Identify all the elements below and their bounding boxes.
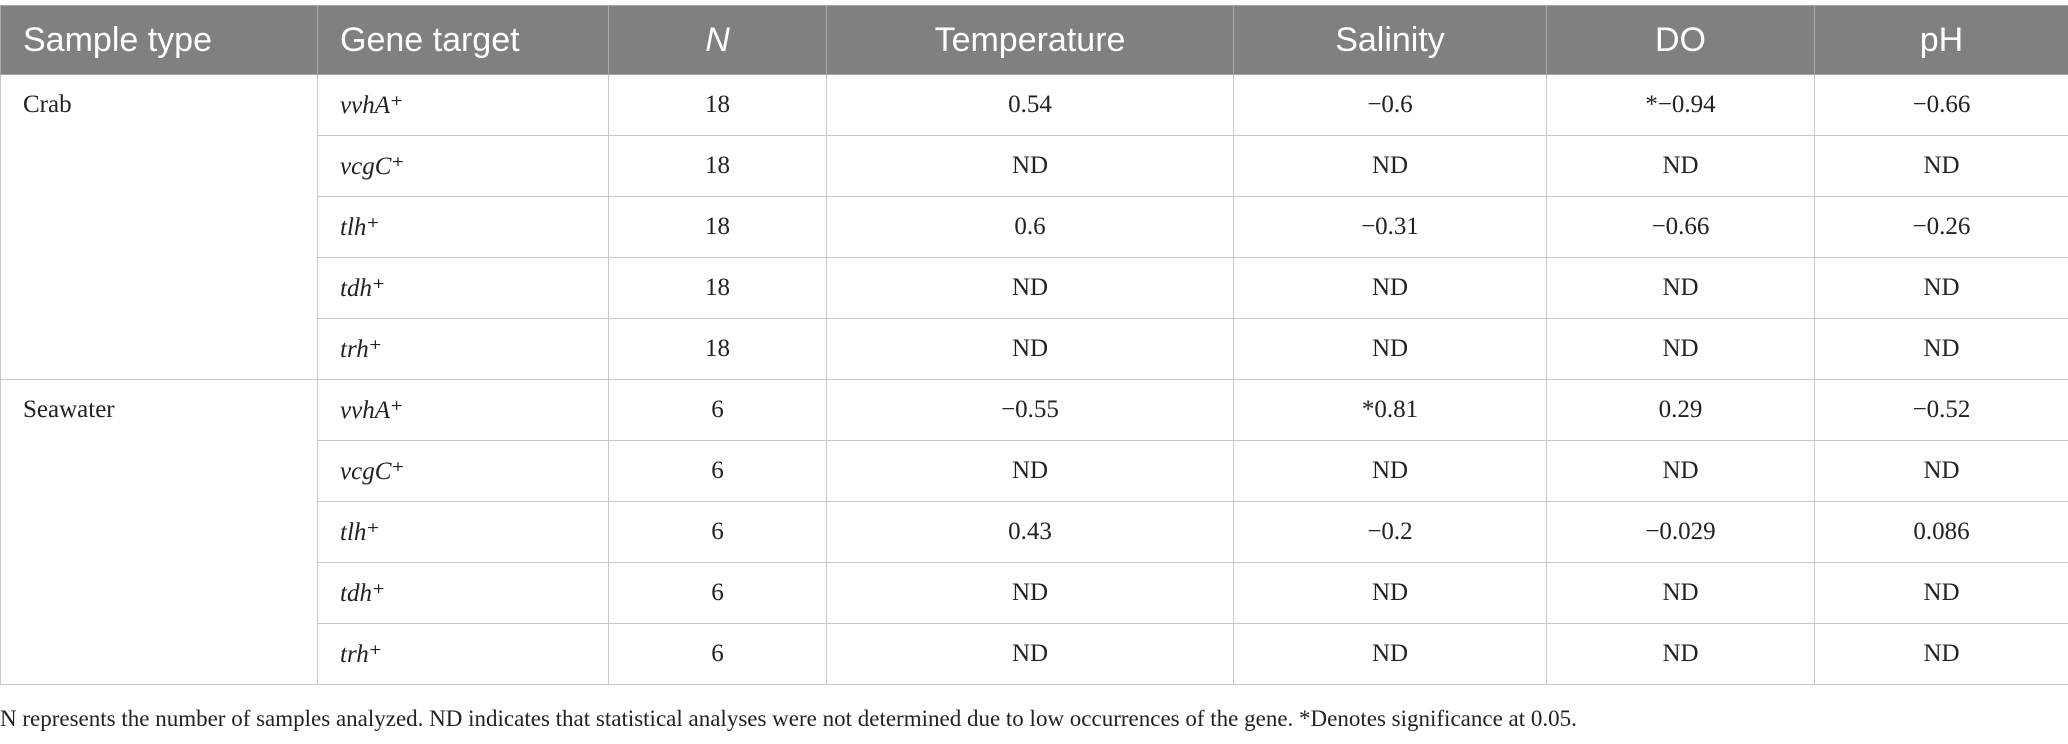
sample-type-cell: Seawater <box>0 379 318 685</box>
header-row: Sample type Gene target N Temperature Salini… <box>0 5 2068 75</box>
value-cell: 0.6 <box>826 196 1234 258</box>
table-row: Crab vvhA⁺ 18 0.54 −0.6 *−0.94 −0.66 <box>0 74 2068 380</box>
header-cell: Temperature <box>826 5 1234 75</box>
value-cell: ND <box>1814 562 2068 624</box>
data-table: Sample type Gene target N Temperature Salini… <box>0 5 2068 685</box>
gene-cell: tlh⁺ <box>317 501 609 563</box>
value-cell: 6 <box>608 562 827 624</box>
value-cell: ND <box>1233 318 1547 380</box>
value-cell: ND <box>1233 562 1547 624</box>
gene-cell: vvhA⁺ <box>317 74 609 136</box>
value-cell: ND <box>1814 257 2068 319</box>
value-cell: ND <box>1233 135 1547 197</box>
value-cell: 6 <box>608 623 827 685</box>
value-cell: ND <box>1546 257 1815 319</box>
value-cell: ND <box>1546 440 1815 502</box>
value-cell: 0.43 <box>826 501 1234 563</box>
value-cell: ND <box>1546 562 1815 624</box>
value-cell: ND <box>1233 623 1547 685</box>
table-body: Crab vvhA⁺ 18 0.54 −0.6 *−0.94 −0.66 vcgC⁺ 18 ND N… <box>0 74 2068 685</box>
value-cell: 18 <box>608 74 827 136</box>
value-cell: ND <box>1814 318 2068 380</box>
value-cell: 18 <box>608 257 827 319</box>
value-cell: ND <box>826 562 1234 624</box>
table-row: Seawater vvhA⁺ 6 −0.55 *0.81 0.29 −0.52 <box>0 379 2068 685</box>
value-cell: ND <box>826 318 1234 380</box>
value-cell: −0.52 <box>1814 379 2068 441</box>
value-cell: −0.55 <box>826 379 1234 441</box>
value-cell: 18 <box>608 318 827 380</box>
gene-cell: vvhA⁺ <box>317 379 609 441</box>
table-row: tdh⁺ 18 ND ND ND ND <box>1 257 2068 319</box>
value-cell: 18 <box>608 196 827 258</box>
value-cell: ND <box>1546 318 1815 380</box>
value-cell: −0.66 <box>1814 74 2068 136</box>
value-cell: 6 <box>608 379 827 441</box>
value-cell: ND <box>1814 623 2068 685</box>
value-cell: −0.029 <box>1546 501 1815 563</box>
value-cell: ND <box>826 135 1234 197</box>
value-cell: −0.31 <box>1233 196 1547 258</box>
gene-cell: trh⁺ <box>317 318 609 380</box>
value-cell: ND <box>1814 440 2068 502</box>
value-cell: *0.81 <box>1233 379 1547 441</box>
value-cell: *−0.94 <box>1546 74 1815 136</box>
value-cell: −0.26 <box>1814 196 2068 258</box>
value-cell: 0.29 <box>1546 379 1815 441</box>
value-cell: −0.2 <box>1233 501 1547 563</box>
value-cell: ND <box>826 623 1234 685</box>
header-cell: pH <box>1814 5 2068 75</box>
value-cell: ND <box>1814 135 2068 197</box>
table-row: trh⁺ 6 ND ND ND ND <box>1 623 2068 685</box>
header-cell: Salinity <box>1233 5 1547 75</box>
header-cell: Sample type <box>0 5 318 75</box>
gene-cell: vcgC⁺ <box>317 440 609 502</box>
header-cell: N <box>608 5 827 75</box>
value-cell: ND <box>826 257 1234 319</box>
sample-type-cell: Crab <box>0 74 318 380</box>
value-cell: ND <box>1546 135 1815 197</box>
value-cell: 0.54 <box>826 74 1234 136</box>
table-row: tlh⁺ 6 0.43 −0.2 −0.029 0.086 <box>1 501 2068 563</box>
header-cell: DO <box>1546 5 1815 75</box>
value-cell: ND <box>1233 440 1547 502</box>
value-cell: ND <box>1546 623 1815 685</box>
gene-cell: vcgC⁺ <box>317 135 609 197</box>
value-cell: ND <box>1233 257 1547 319</box>
value-cell: 6 <box>608 440 827 502</box>
header-cell: Gene target <box>317 5 609 75</box>
table-row: tdh⁺ 6 ND ND ND ND <box>1 562 2068 624</box>
gene-cell: tlh⁺ <box>317 196 609 258</box>
table-row: trh⁺ 18 ND ND ND ND <box>1 318 2068 380</box>
gene-cell: trh⁺ <box>317 623 609 685</box>
value-cell: ND <box>826 440 1234 502</box>
value-cell: −0.66 <box>1546 196 1815 258</box>
table-note: N represents the number of samples analy… <box>0 706 1577 731</box>
gene-cell: tdh⁺ <box>317 257 609 319</box>
value-cell: −0.6 <box>1233 74 1547 136</box>
value-cell: 0.086 <box>1814 501 2068 563</box>
value-cell: 18 <box>608 135 827 197</box>
value-cell: 6 <box>608 501 827 563</box>
gene-cell: tdh⁺ <box>317 562 609 624</box>
table-row: tlh⁺ 18 0.6 −0.31 −0.66 −0.26 <box>1 196 2068 258</box>
